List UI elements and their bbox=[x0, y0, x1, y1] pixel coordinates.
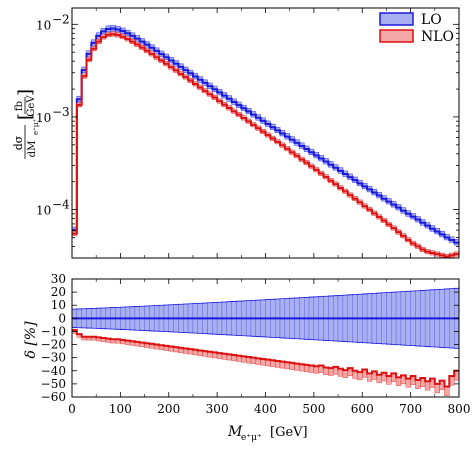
main-panel: 10−410−310−2 dσ dM e⁺μ⁺ [ fb GeV ] LO NL… bbox=[12, 7, 460, 259]
main-ytick-exp: −2 bbox=[52, 12, 70, 26]
ratio-ytick-label: 10 bbox=[51, 298, 66, 312]
ratio-band-nlo-bin bbox=[342, 369, 348, 378]
ratio-ytick-label: −50 bbox=[41, 377, 66, 391]
ratio-plot-area bbox=[71, 287, 460, 396]
main-ytick-label: 10 bbox=[36, 18, 51, 32]
ratio-y-label: δ [%] bbox=[23, 321, 39, 359]
main-y-label: dσ dM e⁺μ⁺ [ fb GeV ] bbox=[12, 89, 40, 159]
main-y-ticks: 10−410−310−2 bbox=[36, 12, 459, 259]
ratio-band-nlo-bin bbox=[376, 374, 382, 384]
ylabel-num: dσ bbox=[12, 135, 25, 150]
ratio-ytick-label: −30 bbox=[41, 351, 66, 365]
series-nlo bbox=[72, 31, 459, 258]
ratio-x-ticks: 0 100 200 300 400 500 600 700 800 bbox=[68, 279, 470, 416]
ratio-lo-band-top bbox=[72, 287, 459, 310]
ratio-band-nlo-bin bbox=[424, 381, 431, 391]
ratio-ytick-label: −20 bbox=[41, 338, 66, 352]
xlabel-unit: [GeV] bbox=[270, 425, 308, 440]
ylabel-unit-den: GeV bbox=[26, 95, 37, 117]
ylabel-bracket-right: ] bbox=[15, 89, 36, 96]
main-ytick-label: 10 bbox=[36, 111, 51, 125]
ratio-ytick-label: −10 bbox=[41, 324, 66, 338]
main-x-ticks bbox=[71, 8, 460, 258]
ylabel-den-main: dM bbox=[27, 141, 38, 158]
series-lo bbox=[72, 25, 459, 246]
ratio-band-nlo-bin bbox=[444, 386, 450, 396]
ratio-ytick-label: 30 bbox=[51, 272, 66, 286]
line-lo bbox=[72, 27, 459, 244]
ylabel-den-sub: e⁺μ⁺ bbox=[32, 119, 40, 135]
main-ytick-exp: −3 bbox=[52, 105, 70, 119]
ratio-xtick-label: 500 bbox=[302, 402, 325, 416]
legend-lo-swatch bbox=[379, 12, 414, 26]
ratio-ytick-label: −60 bbox=[41, 390, 66, 404]
main-ytick-label: 10 bbox=[36, 204, 51, 218]
ratio-xtick-label: 0 bbox=[68, 402, 76, 416]
ratio-band-nlo-bin bbox=[415, 379, 421, 389]
ratio-band-nlo-bin bbox=[328, 367, 334, 376]
ratio-xtick-label: 400 bbox=[254, 402, 277, 416]
ratio-xtick-label: 600 bbox=[351, 402, 374, 416]
xlabel-main: M bbox=[227, 424, 243, 440]
line-nlo bbox=[72, 33, 459, 258]
ratio-nlo-line bbox=[72, 329, 459, 388]
ratio-band-nlo-bin bbox=[357, 371, 363, 381]
ratio-series-nlo bbox=[71, 329, 460, 396]
legend-nlo-swatch bbox=[379, 29, 414, 43]
ratio-xtick-label: 200 bbox=[157, 402, 180, 416]
ratio-band-nlo-bin bbox=[386, 375, 392, 385]
ylabel-den: dM bbox=[27, 141, 38, 158]
ratio-xtick-label: 800 bbox=[448, 402, 471, 416]
ratio-lo-band-bottom bbox=[72, 327, 459, 349]
ratio-band-nlo-bin bbox=[313, 365, 319, 374]
ratio-series-lo bbox=[71, 287, 460, 349]
legend-lo-label: LO bbox=[421, 12, 442, 28]
x-axis-label: M e⁺μ⁺ [GeV] bbox=[227, 424, 308, 443]
ratio-band-nlo-bin bbox=[366, 373, 373, 382]
ratio-ytick-label: 0 bbox=[58, 311, 66, 325]
ratio-xtick-label: 300 bbox=[206, 402, 229, 416]
legend: LO NLO bbox=[379, 12, 454, 45]
ratio-band-nlo-bin bbox=[395, 377, 402, 387]
legend-nlo-label: NLO bbox=[421, 29, 454, 45]
ratio-band-nlo-bin bbox=[405, 378, 411, 388]
ratio-band-nlo-bin bbox=[434, 383, 440, 394]
ratio-ytick-label: 20 bbox=[51, 285, 66, 299]
ratio-xtick-label: 700 bbox=[399, 402, 422, 416]
ratio-xtick-label: 100 bbox=[109, 402, 132, 416]
ylabel-unit-num: fb bbox=[14, 101, 25, 111]
xlabel-sub: e⁺μ⁺ bbox=[241, 433, 262, 443]
main-ytick-exp: −4 bbox=[52, 198, 70, 212]
main-plot-area bbox=[72, 25, 459, 258]
ratio-ytick-label: −40 bbox=[41, 364, 66, 378]
ylabel-bracket-left: [ bbox=[15, 113, 36, 120]
